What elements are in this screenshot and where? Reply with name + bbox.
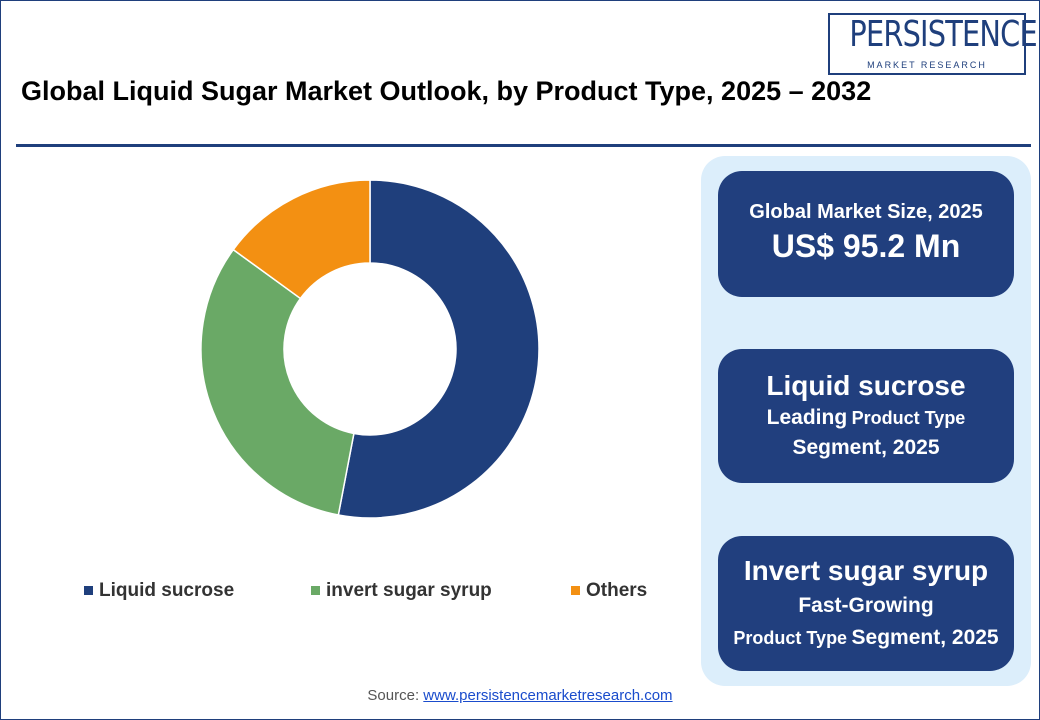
donut-slice <box>200 248 355 516</box>
card-heading: Global Market Size, 2025 <box>749 200 983 223</box>
card-heading: Liquid sucrose <box>766 370 966 401</box>
card-heading: Invert sugar syrup <box>743 555 989 586</box>
legend-label: Liquid sucrose <box>99 580 234 601</box>
logo-tagline: MARKET RESEARCH <box>867 60 987 70</box>
card-label: Product Type <box>851 408 966 428</box>
fastest-card: Invert sugar syrup Fast-Growing Product … <box>718 536 1014 671</box>
card-label: Product Type <box>733 628 848 648</box>
card-tag: Fast-Growing <box>798 594 934 617</box>
source-link[interactable]: www.persistencemarketresearch.com <box>423 687 673 704</box>
card-tail: Segment, 2025 <box>851 626 999 649</box>
donut-slice <box>337 179 540 519</box>
legend-label: invert sugar syrup <box>326 580 492 601</box>
legend-swatch <box>84 586 93 595</box>
chart-title: Global Liquid Sugar Market Outlook, by P… <box>21 76 872 106</box>
donut-slice <box>232 179 371 300</box>
logo-name: PERSISTENCE <box>849 14 1037 55</box>
card-tag: Leading <box>766 406 848 429</box>
legend-label: Others <box>586 580 647 601</box>
card-tail: Segment, 2025 <box>792 436 940 459</box>
logo: PERSISTENCE MARKET RESEARCH <box>828 13 1038 75</box>
title-rule <box>16 144 1031 147</box>
chart: Liquid sucrose invert sugar syrup Others <box>84 179 647 601</box>
card-value: US$ 95.2 Mn <box>771 227 961 264</box>
market-size-card: Global Market Size, 2025 US$ 95.2 Mn <box>718 171 1014 297</box>
leading-card: Liquid sucrose Leading Product Type Segm… <box>718 349 1014 483</box>
source-label: Source: <box>367 687 420 704</box>
legend-swatch <box>311 586 320 595</box>
source: Source: www.persistencemarketresearch.co… <box>1 687 1039 704</box>
legend-swatch <box>571 586 580 595</box>
